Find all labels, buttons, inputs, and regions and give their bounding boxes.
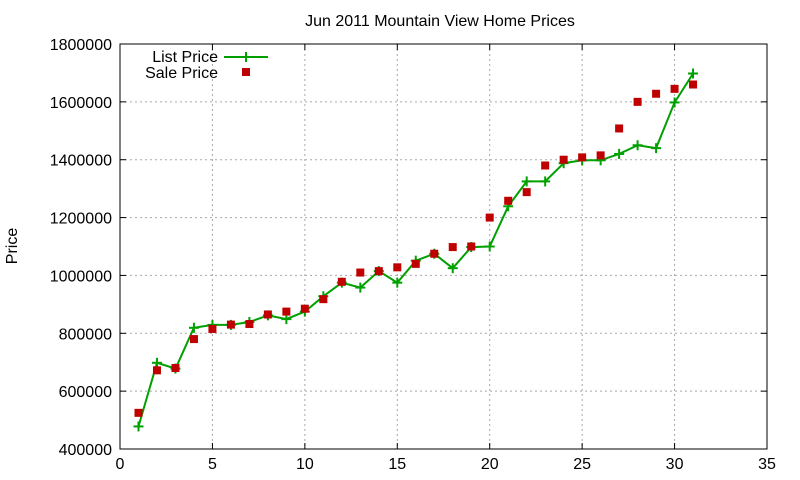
list-price-point [133,421,144,432]
y-tick-label: 1400000 [50,153,112,170]
x-tick-label: 0 [116,456,125,473]
sale-price-point [541,161,550,170]
legend: List Price Sale Price [145,49,268,82]
list-price-point [632,140,643,151]
sale-price-point [615,124,624,133]
sale-price-point [633,97,642,106]
axis-ticks: 0 5 10 15 20 25 30 35 400000 600000 800000 1000000 1… [50,37,776,473]
sale-price-point [226,320,235,329]
sale-price-point [189,335,198,344]
x-tick-label: 15 [388,456,406,473]
x-tick-label: 20 [481,456,499,473]
x-tick-label: 10 [296,456,314,473]
y-tick-label: 1600000 [50,95,112,112]
list-price-line [137,72,694,427]
sale-price-point [411,259,420,268]
y-tick-label: 600000 [59,384,112,401]
grid [120,44,767,449]
list-price-point [614,148,625,159]
y-tick-label: 1800000 [50,37,112,54]
y-tick-label: 1000000 [50,268,112,285]
sale-price-point [300,304,309,313]
x-tick-label: 25 [573,456,591,473]
sale-price-point [578,153,587,162]
sale-price-point [559,155,568,164]
sale-price-point [171,364,180,372]
sale-price-point [134,408,143,417]
y-tick-label: 1200000 [50,211,112,228]
sale-price-point [467,242,476,251]
y-tick-label: 400000 [59,442,112,459]
y-tick-label: 800000 [59,326,112,343]
legend-label-list-price: List Price [152,49,218,66]
list-price-point [151,357,162,368]
sale-price-point [448,243,457,252]
chart-title: Jun 2011 Mountain View Home Prices [305,13,575,30]
legend-marker-list-price [241,52,251,62]
sale-price-point [374,267,383,276]
list-price-point [669,97,680,108]
list-price-point [447,263,458,274]
legend-marker-sale-price [242,68,250,76]
list-price-point [355,282,366,293]
sale-price-point [689,80,698,89]
list-price-point [651,143,662,154]
sale-price-point [430,249,439,258]
sale-price-point [670,84,679,93]
list-price-point [281,314,292,325]
sale-price-point [652,89,661,98]
x-tick-label: 30 [666,456,684,473]
legend-label-sale-price: Sale Price [145,65,218,82]
sale-price-point [337,277,346,286]
sale-price-point [263,310,272,319]
list-price-point [521,176,532,187]
list-price-point [392,277,403,288]
list-price-point [688,68,699,79]
list-price-point [540,176,551,187]
sale-price-point [596,151,605,160]
sale-price-point [522,188,531,197]
x-tick-label: 35 [758,456,776,473]
sale-price-point [356,268,365,277]
plot-frame [119,43,768,450]
series-layer [133,68,699,432]
sale-price-point [393,263,402,272]
sale-price-point [245,320,254,329]
sale-price-point [319,295,328,304]
sale-price-point [485,213,494,222]
sale-price-point [504,196,513,205]
sale-price-point [208,324,217,333]
y-axis-label: Price [4,228,21,265]
sale-price-point [152,366,161,375]
list-price-point [188,322,199,333]
list-price-point [484,241,495,252]
sale-price-point [282,307,291,316]
x-tick-label: 5 [208,456,217,473]
